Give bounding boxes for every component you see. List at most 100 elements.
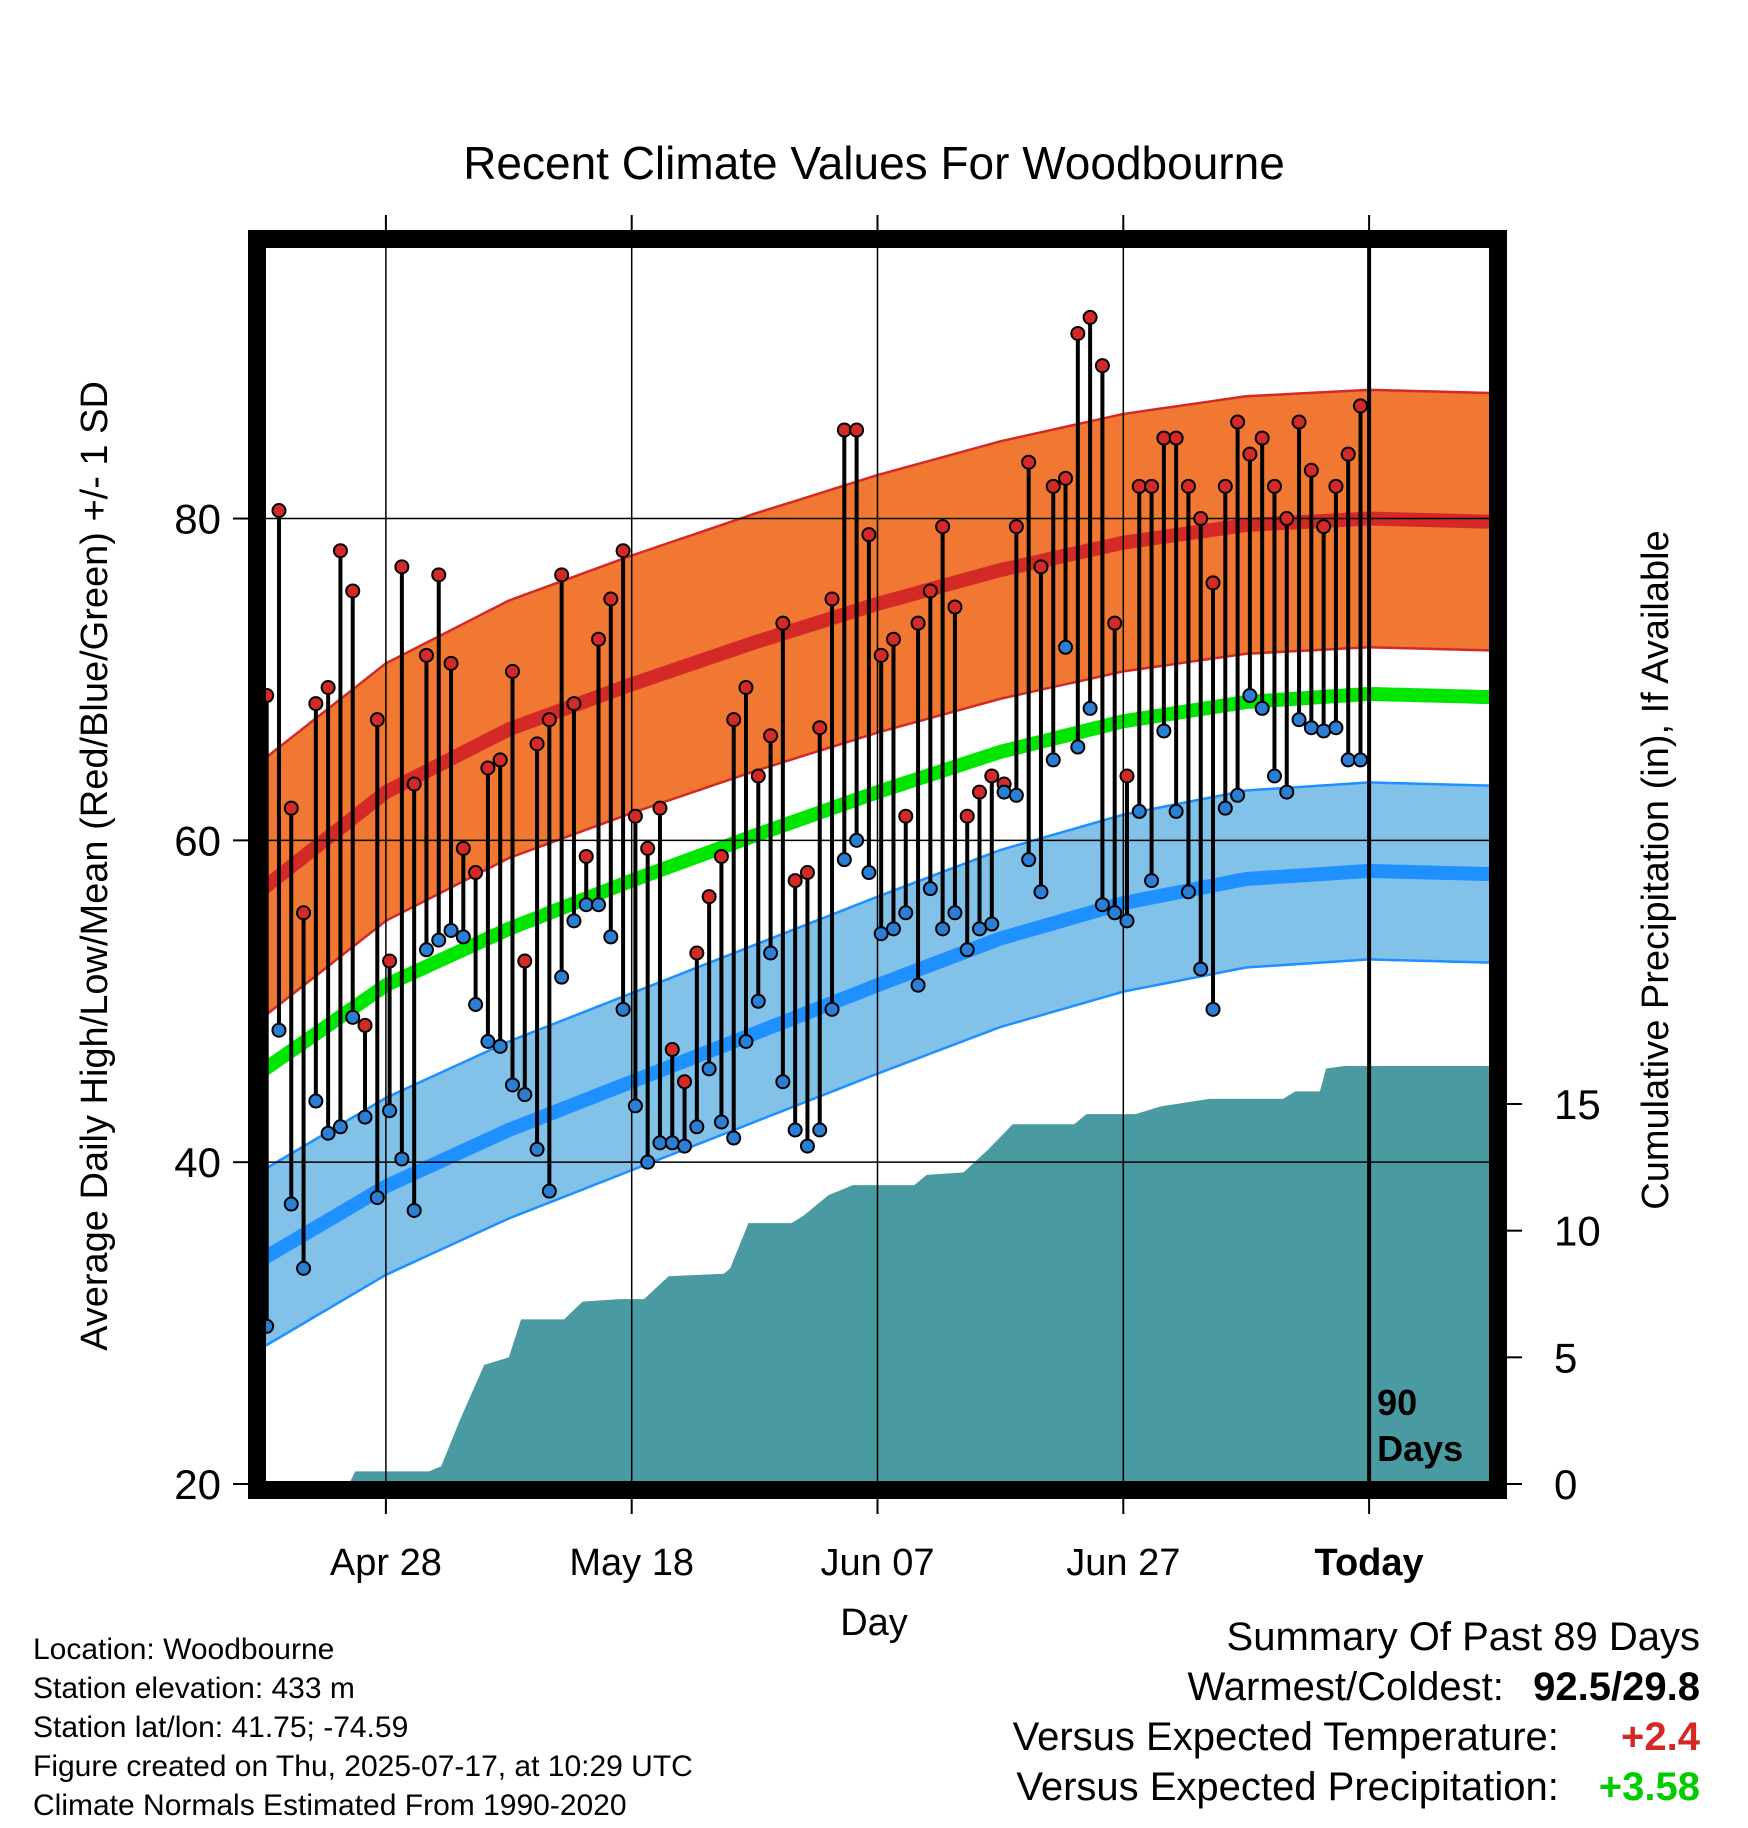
daily-high-point (1193, 511, 1209, 527)
daily-low-point (406, 1202, 422, 1218)
daily-low-point (418, 942, 434, 958)
daily-high-point (1058, 470, 1074, 486)
daily-high-point (283, 800, 299, 816)
daily-low-point (1156, 723, 1172, 739)
daily-high-point (1291, 414, 1307, 430)
x-tick-label: Jun 27 (1066, 1542, 1180, 1584)
daily-high-point (1131, 478, 1147, 494)
daily-low-point (701, 1061, 717, 1077)
daily-high-point (541, 712, 557, 728)
daily-low-point (1045, 752, 1061, 768)
daily-high-point (455, 840, 471, 856)
daily-high-point (615, 543, 631, 559)
daily-low-point (566, 913, 582, 929)
daily-low-point (775, 1074, 791, 1090)
elevation-text: Station elevation: 433 m (33, 1672, 355, 1705)
daily-high-point (517, 953, 533, 969)
daily-high-point (554, 567, 570, 583)
daily-low-point (1328, 720, 1344, 736)
daily-high-point (689, 945, 705, 961)
daily-high-point (431, 567, 447, 583)
daily-high-point (627, 808, 643, 824)
x-tick-label: Jun 07 (820, 1542, 934, 1584)
y2-axis-label: Cumulative Precipitation (in), If Availa… (1635, 530, 1677, 1209)
x-tick-label: Today (1315, 1542, 1424, 1584)
daily-high-point (935, 519, 951, 535)
daily-high-point (885, 631, 901, 647)
daily-low-point (529, 1141, 545, 1157)
daily-low-point (468, 996, 484, 1012)
daily-low-point (1266, 768, 1282, 784)
daily-low-point (1094, 897, 1110, 913)
daily-low-point (394, 1151, 410, 1167)
daily-low-point (812, 1122, 828, 1138)
daily-low-point (947, 905, 963, 921)
daily-low-point (677, 1138, 693, 1154)
daily-high-point (1279, 511, 1295, 527)
today-count-label: 90 (1377, 1382, 1417, 1423)
daily-low-point (382, 1103, 398, 1119)
daily-low-point (1144, 873, 1160, 889)
warm-cold-label: Warmest/Coldest: (1187, 1665, 1504, 1709)
daily-low-point (443, 922, 459, 938)
created-text: Figure created on Thu, 2025-07-17, at 10… (33, 1750, 693, 1783)
temp-value: +2.4 (1621, 1715, 1700, 1759)
daily-high-point (357, 1017, 373, 1033)
daily-low-point (345, 1009, 361, 1025)
daily-high-point (640, 840, 656, 856)
daily-low-point (689, 1119, 705, 1135)
summary-panel: Summary Of Past 89 Days Warmest/Coldest:… (1013, 1612, 1700, 1812)
y2-tick-label: 5 (1554, 1334, 1577, 1381)
daily-high-point (947, 599, 963, 615)
daily-low-point (615, 1001, 631, 1017)
daily-low-point (1119, 913, 1135, 929)
daily-high-point (1352, 398, 1368, 414)
temp-label: Versus Expected Temperature: (1012, 1715, 1559, 1759)
daily-high-point (1168, 430, 1184, 446)
daily-high-point (750, 768, 766, 784)
daily-low-point (750, 993, 766, 1009)
daily-low-point (959, 942, 975, 958)
y-tick-label: 20 (174, 1461, 221, 1508)
daily-high-point (394, 559, 410, 575)
daily-low-point (799, 1138, 815, 1154)
daily-high-point (1205, 575, 1221, 591)
daily-low-point (849, 832, 865, 848)
daily-low-point (332, 1119, 348, 1135)
location-text: Location: Woodbourne (33, 1633, 335, 1666)
daily-low-point (1340, 752, 1356, 768)
daily-low-point (664, 1135, 680, 1151)
daily-high-point (566, 696, 582, 712)
x-tick-label: May 18 (569, 1542, 694, 1584)
precip-row: Versus Expected Precipitation: +3.58 (1013, 1762, 1700, 1812)
daily-low-point (1180, 884, 1196, 900)
daily-high-point (443, 655, 459, 671)
daily-low-point (1316, 723, 1332, 739)
daily-low-point (652, 1135, 668, 1151)
temp-row: Versus Expected Temperature: +2.4 (1013, 1712, 1700, 1762)
precip-label: Versus Expected Precipitation: (1016, 1765, 1559, 1809)
daily-low-point (763, 945, 779, 961)
daily-low-point (738, 1034, 754, 1049)
daily-high-point (910, 615, 926, 631)
daily-high-point (492, 752, 508, 768)
daily-low-point (972, 921, 988, 937)
daily-high-point (898, 808, 914, 824)
daily-low-point (492, 1038, 508, 1054)
daily-low-point (935, 921, 951, 937)
daily-high-point (713, 848, 729, 864)
daily-high-point (763, 728, 779, 744)
daily-high-point (861, 527, 877, 543)
daily-low-point (640, 1154, 656, 1170)
daily-high-point (824, 591, 840, 607)
daily-high-point (972, 784, 988, 800)
daily-low-point (861, 865, 877, 881)
daily-low-point (504, 1077, 520, 1093)
daily-low-point (1352, 752, 1368, 768)
daily-high-point (382, 953, 398, 969)
daily-low-point (910, 977, 926, 993)
daily-high-point (1082, 309, 1098, 325)
daily-low-point (1303, 720, 1319, 736)
daily-high-point (1316, 519, 1332, 535)
